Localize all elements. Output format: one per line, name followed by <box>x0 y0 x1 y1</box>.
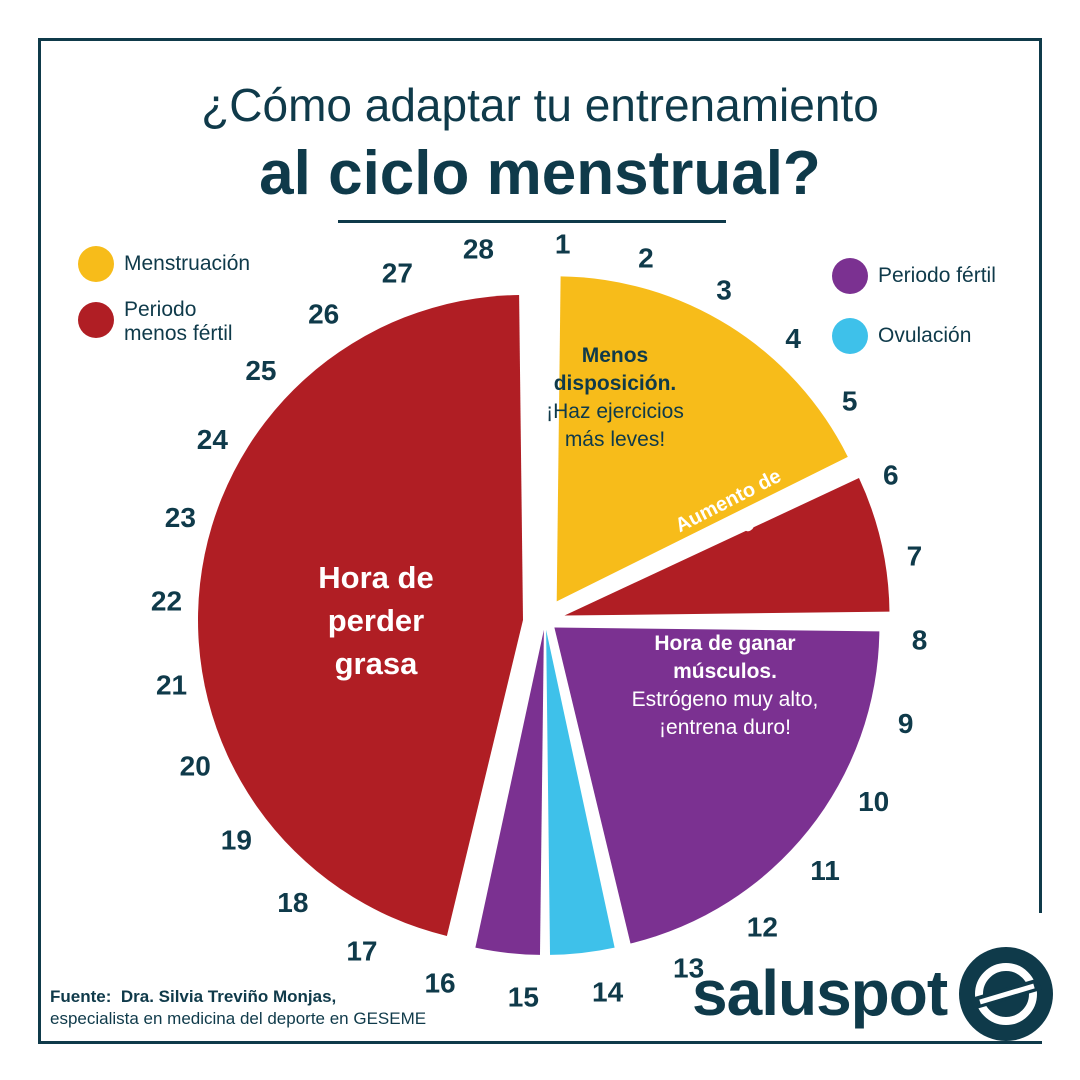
day-label: 3 <box>716 274 732 305</box>
annotation-line: Hora de <box>318 560 433 595</box>
annotation-line: Menos <box>582 344 649 367</box>
day-label: 4 <box>785 323 801 354</box>
day-label: 1 <box>555 229 571 260</box>
day-label: 22 <box>151 585 182 616</box>
source-author: Dra. Silvia Treviño Monjas, <box>120 987 337 1006</box>
annotation-line: grasa <box>335 646 418 681</box>
day-label: 18 <box>277 887 308 918</box>
day-label: 6 <box>883 459 899 490</box>
annotation-line: músculos. <box>673 660 777 683</box>
day-label: 8 <box>912 625 928 656</box>
day-label: 19 <box>221 824 252 855</box>
pie-slice-2 <box>564 478 890 616</box>
slice-annotation-1: Menos disposición. ¡Haz ejercicios más leve… <box>546 344 684 451</box>
annotation-line: Estrógeno muy alto, <box>632 688 819 711</box>
title-divider <box>338 220 726 223</box>
legend-item-periodo-menos-fertil: Periodo menos fértil <box>78 298 254 346</box>
legend-swatch <box>78 302 114 338</box>
pie-slice-4 <box>546 629 615 955</box>
annotation-line: perder <box>328 603 424 638</box>
legend-label: Ovulación <box>878 324 972 347</box>
day-label: 20 <box>180 751 211 782</box>
day-label: 25 <box>245 355 276 386</box>
legend-swatch <box>832 318 868 354</box>
frame-left-border <box>38 38 41 1044</box>
annotation-line: Hora de ganar <box>654 632 795 655</box>
source-role: especialista en medicina del deporte en … <box>50 1009 427 1028</box>
day-label: 21 <box>156 670 187 701</box>
pie-slice-6 <box>198 295 523 936</box>
day-label: 23 <box>165 502 196 533</box>
legend-item-ovulacion: Ovulación <box>832 318 971 354</box>
frame-top-border <box>38 38 1042 41</box>
annotation-line: ¡Haz ejercicios <box>546 400 684 423</box>
legend-label: Periodo fértil <box>878 264 996 287</box>
slice-annotation-4: Hora de perder grasa <box>318 560 433 681</box>
legend-item-periodo-fertil: Periodo fértil <box>832 258 996 294</box>
source-label: Fuente: <box>50 987 112 1006</box>
day-label: 16 <box>424 968 455 999</box>
saluspot-logo-icon <box>959 947 1053 1041</box>
title-line-2: al ciclo menstrual? <box>259 139 821 208</box>
day-label: 5 <box>842 386 858 417</box>
day-label: 27 <box>382 257 413 288</box>
pie-slice-5 <box>475 629 544 955</box>
day-label: 11 <box>810 855 840 886</box>
day-label: 9 <box>898 708 914 739</box>
day-label: 13 <box>673 953 704 984</box>
legend-item-menstruacion: Menstruación <box>78 246 250 282</box>
day-label: 26 <box>308 298 339 329</box>
day-label: 12 <box>747 912 778 943</box>
day-label: 14 <box>592 976 624 1007</box>
day-label: 15 <box>508 981 539 1012</box>
brand-name: saluspot <box>692 957 948 1029</box>
day-label: 17 <box>346 936 377 967</box>
pie-slice-1 <box>556 276 848 602</box>
frame-bottom-border <box>38 1041 1042 1044</box>
day-label: 24 <box>197 424 229 455</box>
slice-annotation-3: Hora de ganar músculos. Estrógeno muy alto… <box>632 632 819 739</box>
annotation-line: ¡entrena duro! <box>659 716 791 739</box>
frame-right-border <box>1039 38 1042 913</box>
annotation-line: disposición. <box>554 372 677 395</box>
source-credit: Fuente: Dra. Silvia Treviño Monjas, espe… <box>50 986 426 1030</box>
legend-label: Periodo menos fértil <box>124 298 233 345</box>
legend-swatch <box>832 258 868 294</box>
pie-slice-3 <box>554 627 880 944</box>
day-label: 7 <box>907 540 923 571</box>
legend-label: Menstruación <box>124 252 251 275</box>
annotation-line: más leves! <box>565 428 665 451</box>
title-line-1: ¿Cómo adaptar tu entrenamiento <box>201 79 879 131</box>
day-label: 28 <box>463 234 494 265</box>
day-label: 10 <box>858 786 889 817</box>
day-label: 2 <box>638 242 654 273</box>
legend-swatch <box>78 246 114 282</box>
